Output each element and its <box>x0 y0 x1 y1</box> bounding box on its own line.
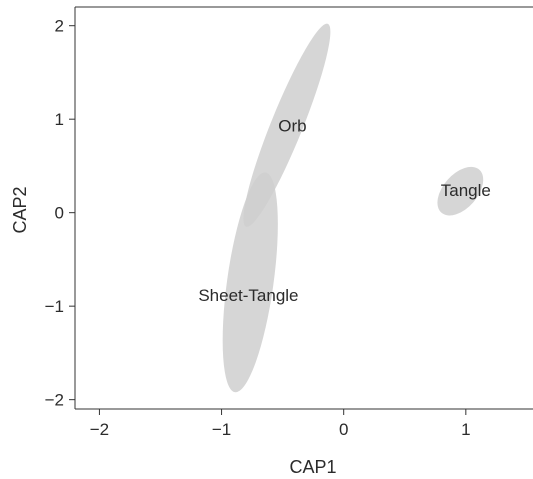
label-tangle: Tangle <box>441 181 491 200</box>
y-tick-label: −1 <box>45 297 64 316</box>
x-tick-label: 0 <box>339 420 348 439</box>
x-tick-label: −2 <box>90 420 109 439</box>
x-tick-label: 1 <box>461 420 470 439</box>
plot-frame <box>74 6 533 410</box>
ellipse-label-layer: Orb Sheet-Tangle Tangle <box>198 117 491 305</box>
ellipse-layer <box>222 23 484 393</box>
y-tick-label: 1 <box>55 110 64 129</box>
ellipse-sheet-tangle <box>222 172 278 393</box>
label-orb: Orb <box>278 117 306 136</box>
tick-layer: −2 −1 0 1 −2 −1 0 1 2 <box>45 17 471 439</box>
y-tick-label: −2 <box>45 391 64 410</box>
ellipse-tangle <box>437 166 484 216</box>
x-axis-label: CAP1 <box>289 457 336 477</box>
y-tick-label: 0 <box>55 204 64 223</box>
y-tick-label: 2 <box>55 17 64 36</box>
x-tick-label: −1 <box>212 420 231 439</box>
label-sheet-tangle: Sheet-Tangle <box>198 286 298 305</box>
y-axis-label: CAP2 <box>10 186 30 233</box>
